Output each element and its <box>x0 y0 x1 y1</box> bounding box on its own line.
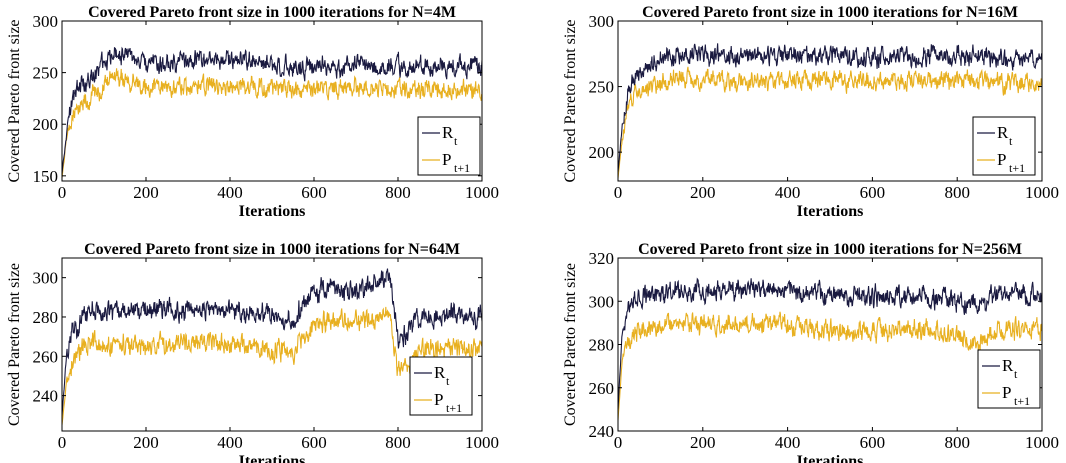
x-axis-label: Iterations <box>797 203 864 220</box>
y-tick-label: 320 <box>589 249 615 268</box>
legend-sub-2: t+1 <box>1014 394 1030 408</box>
series-line-rt <box>62 268 482 416</box>
x-tick-label: 800 <box>385 183 411 202</box>
y-tick-label: 280 <box>33 308 59 327</box>
y-tick-label: 250 <box>589 78 615 97</box>
y-axis-label: Covered Pareto front size <box>6 19 23 182</box>
y-tick-label: 300 <box>33 12 59 31</box>
chart-title: Covered Pareto front size in 1000 iterat… <box>88 4 456 21</box>
y-tick-label: 250 <box>33 64 59 83</box>
chart-title: Covered Pareto front size in 1000 iterat… <box>84 241 460 258</box>
x-tick-label: 1000 <box>465 183 499 202</box>
y-axis-label: Covered Pareto front size <box>562 19 579 182</box>
x-tick-label: 0 <box>614 183 623 202</box>
legend-label-1: R <box>1002 356 1014 375</box>
series-line-rt <box>618 43 1042 172</box>
plot-frame <box>617 20 1043 182</box>
x-tick-label: 200 <box>690 183 716 202</box>
legend-sub-1: t <box>446 374 450 388</box>
legend-label-2: P <box>997 150 1006 169</box>
x-tick-label: 1000 <box>1025 183 1059 202</box>
x-tick-label: 1000 <box>1025 433 1059 452</box>
series-line-pt1 <box>618 66 1042 179</box>
legend-label-1: R <box>434 363 446 382</box>
legend-sub-2: t+1 <box>454 161 470 175</box>
chart-title: Covered Pareto front size in 1000 iterat… <box>638 241 1022 258</box>
legend-label-1: R <box>997 123 1009 142</box>
series-line-pt1 <box>62 68 482 178</box>
y-tick-label: 200 <box>33 115 59 134</box>
y-axis-label: Covered Pareto front size <box>562 263 579 426</box>
y-tick-label: 240 <box>33 387 59 406</box>
x-tick-label: 800 <box>385 433 411 452</box>
y-tick-label: 280 <box>589 336 615 355</box>
legend-sub-2: t+1 <box>1009 161 1025 175</box>
x-tick-label: 400 <box>217 433 243 452</box>
x-tick-label: 200 <box>133 183 159 202</box>
legend-label-2: P <box>442 150 451 169</box>
legend-label-2: P <box>434 390 443 409</box>
x-tick-label: 800 <box>944 183 970 202</box>
y-axis-label: Covered Pareto front size <box>6 263 23 426</box>
y-tick-label: 260 <box>589 379 615 398</box>
y-tick-label: 300 <box>589 292 615 311</box>
x-axis-label: Iterations <box>797 453 864 463</box>
y-tick-label: 200 <box>589 143 615 162</box>
y-tick-label: 260 <box>33 347 59 366</box>
chart-panel-4: 0 200 400 600 800 1000 240 260 280 300 320 Covered … <box>562 241 1059 463</box>
legend-box <box>417 116 481 176</box>
x-tick-label: 400 <box>775 183 801 202</box>
chart-panel-1: 0 200 400 600 800 1000 150 200 250 300 Covered Par… <box>6 4 499 220</box>
x-tick-label: 400 <box>775 433 801 452</box>
x-tick-label: 200 <box>690 433 716 452</box>
series-line-pt1 <box>618 311 1042 421</box>
plot-frame <box>61 20 483 182</box>
x-axis-label: Iterations <box>239 453 306 463</box>
x-tick-label: 0 <box>614 433 623 452</box>
x-tick-label: 1000 <box>465 433 499 452</box>
legend-sub-1: t <box>1014 367 1018 381</box>
chart-panel-2: 0 200 400 600 800 1000 200 250 300 Covered Pareto… <box>562 4 1059 220</box>
series-line-rt <box>618 277 1042 410</box>
legend-label-1: R <box>442 123 454 142</box>
legend-box <box>972 116 1036 176</box>
x-tick-label: 400 <box>217 183 243 202</box>
x-tick-label: 200 <box>133 433 159 452</box>
legend-label-2: P <box>1002 383 1011 402</box>
series-line-rt <box>62 46 482 174</box>
x-axis-label: Iterations <box>239 203 306 220</box>
y-tick-label: 300 <box>589 12 615 31</box>
chart-panel-3: 0 200 400 600 800 1000 240 260 280 300 Covered Par… <box>6 241 499 463</box>
chart-title: Covered Pareto front size in 1000 iterat… <box>642 4 1018 21</box>
x-tick-label: 0 <box>58 183 67 202</box>
y-tick-label: 300 <box>33 269 59 288</box>
x-tick-label: 600 <box>301 433 327 452</box>
legend-sub-1: t <box>1009 134 1013 148</box>
x-tick-label: 0 <box>58 433 67 452</box>
legend-sub-1: t <box>454 134 458 148</box>
legend-box <box>977 349 1041 409</box>
x-tick-label: 600 <box>860 433 886 452</box>
x-tick-label: 600 <box>301 183 327 202</box>
plot-frame <box>61 257 483 432</box>
legend-sub-2: t+1 <box>446 401 462 415</box>
legend-box <box>409 356 473 416</box>
x-tick-label: 800 <box>944 433 970 452</box>
y-tick-label: 150 <box>33 167 59 186</box>
y-tick-label: 240 <box>589 422 615 441</box>
x-tick-label: 600 <box>860 183 886 202</box>
